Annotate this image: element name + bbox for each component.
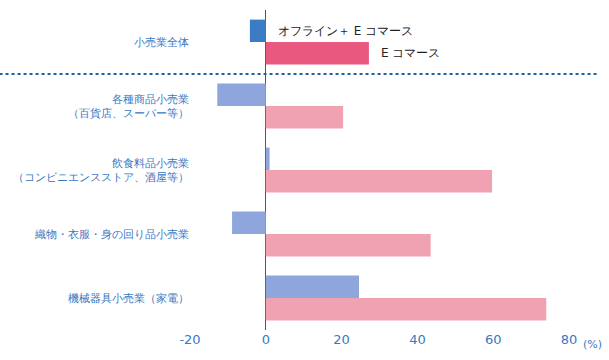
svg-text:(%): (%) xyxy=(583,338,602,351)
svg-text:-20: -20 xyxy=(179,332,200,347)
svg-text:飲食料品小売業（コンビニエンスストア、酒屋等）: 飲食料品小売業（コンビニエンスストア、酒屋等） xyxy=(13,157,189,184)
svg-text:E コマース: E コマース xyxy=(381,46,440,60)
svg-text:オフライン＋ E コマース: オフライン＋ E コマース xyxy=(278,24,413,38)
svg-text:織物・衣服・身の回り品小売業: 織物・衣服・身の回り品小売業 xyxy=(34,228,189,241)
svg-text:各種商品小売業（百貨店、スーパー等）: 各種商品小売業（百貨店、スーパー等） xyxy=(68,93,189,120)
svg-text:機械器具小売業（家電）: 機械器具小売業（家電） xyxy=(68,292,189,305)
svg-text:小売業全体: 小売業全体 xyxy=(134,36,189,49)
svg-text:80: 80 xyxy=(561,332,578,347)
svg-text:20: 20 xyxy=(333,332,350,347)
svg-text:0: 0 xyxy=(262,332,270,347)
svg-text:40: 40 xyxy=(409,332,426,347)
svg-text:60: 60 xyxy=(485,332,502,347)
